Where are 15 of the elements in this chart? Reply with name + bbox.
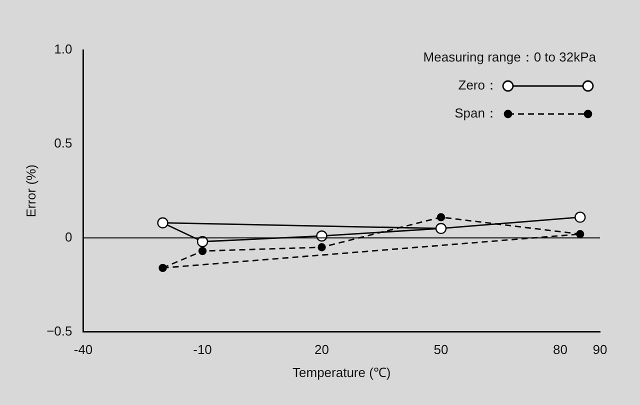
x-tick-label: 20 <box>314 342 329 358</box>
legend-label: Zero： <box>458 78 498 93</box>
annotation: Measuring range：0 to 32kPa <box>423 50 597 65</box>
y-tick-label: −0.5 <box>46 323 72 338</box>
x-axis-title: Temperature (℃) <box>292 364 391 380</box>
legend-label: Span： <box>454 106 498 121</box>
x-tick-label: 90 <box>592 342 608 358</box>
y-axis-title: Error (%) <box>23 164 38 218</box>
y-tick-label: 1.0 <box>54 42 72 57</box>
x-tick-label: 50 <box>434 342 448 358</box>
x-tick-label: -10 <box>193 342 212 358</box>
y-tick-label: 0.5 <box>54 136 72 151</box>
y-tick-label: 0 <box>65 229 72 244</box>
x-tick-label: 80 <box>553 342 568 358</box>
x-tick-label: -40 <box>74 342 93 358</box>
